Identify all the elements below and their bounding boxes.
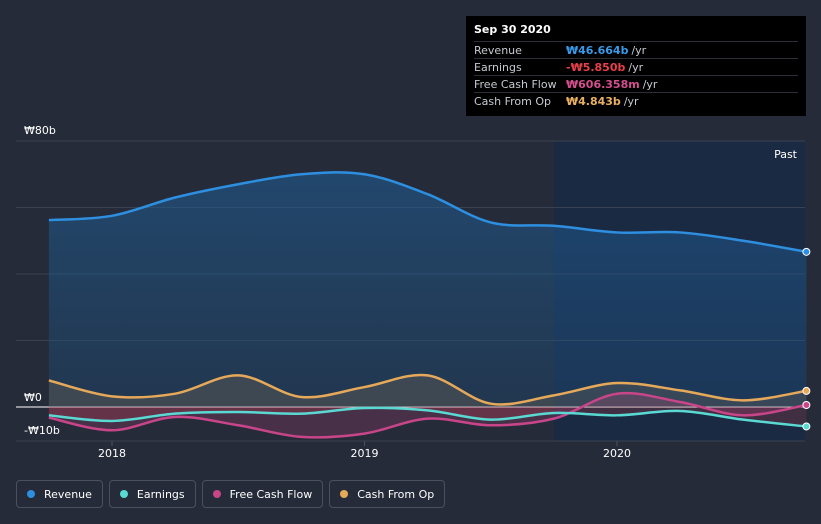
legend-label: Free Cash Flow xyxy=(229,487,313,501)
tooltip-row-earnings: Earnings -₩5.850b /yr xyxy=(474,58,798,75)
tooltip-value: ₩606.358m xyxy=(566,77,640,91)
y-tick-label-top: ₩80b xyxy=(24,124,56,137)
y-tick-label-zero: ₩0 xyxy=(24,391,42,404)
cash-from-op-dot-icon xyxy=(340,490,349,498)
y-tick-label-bottom: -₩10b xyxy=(24,424,60,437)
revenue-dot-icon xyxy=(27,490,35,498)
tooltip-row-free-cash-flow: Free Cash Flow ₩606.358m /yr xyxy=(474,75,798,92)
legend-label: Earnings xyxy=(136,487,185,501)
tooltip-unit: /yr xyxy=(623,94,639,108)
free-cash-flow-line xyxy=(48,391,807,439)
legend-item-earnings[interactable]: Earnings xyxy=(108,480,196,508)
tooltip-unit: /yr xyxy=(628,60,644,74)
cash-from-op-area xyxy=(48,374,807,407)
tooltip-label: Cash From Op xyxy=(474,94,552,108)
tooltip-value: ₩46.664b xyxy=(566,43,629,57)
tooltip-row-cash-from-op: Cash From Op ₩4.843b /yr xyxy=(474,92,798,109)
series-endpoints xyxy=(802,247,811,431)
cash-from-op-line xyxy=(48,373,807,406)
revenue-line xyxy=(48,171,807,254)
legend-item-cash-from-op[interactable]: Cash From Op xyxy=(329,480,446,508)
legend-label: Cash From Op xyxy=(357,487,435,501)
legend-label: Revenue xyxy=(44,487,92,501)
tooltip-label: Revenue xyxy=(474,43,522,57)
revenue-area xyxy=(48,172,807,407)
legend: Revenue Earnings Free Cash Flow Cash Fro… xyxy=(16,480,446,508)
past-label: Past xyxy=(774,148,797,161)
tooltip-label: Earnings xyxy=(474,60,522,74)
free-cash-flow-endpoint xyxy=(802,400,811,409)
tooltip-label: Free Cash Flow xyxy=(474,77,557,91)
earnings-dot-icon xyxy=(119,490,128,498)
tooltip-value: ₩4.843b xyxy=(566,94,621,108)
tooltip-value: -₩5.850b xyxy=(566,60,626,74)
legend-item-revenue[interactable]: Revenue xyxy=(16,480,103,508)
x-tick-label: 2019 xyxy=(351,447,379,460)
revenue-endpoint xyxy=(802,247,811,256)
tooltip-unit: /yr xyxy=(642,77,658,91)
x-axis-ticks: 2018 2019 2020 xyxy=(98,441,631,460)
tooltip: Sep 30 2020 Revenue ₩46.664b /yr Earning… xyxy=(466,16,806,116)
tooltip-unit: /yr xyxy=(631,43,647,57)
earnings-endpoint xyxy=(802,422,811,431)
free-cash-flow-dot-icon xyxy=(212,490,221,498)
x-tick-label: 2018 xyxy=(98,447,126,460)
series-lines xyxy=(48,171,807,439)
cash-from-op-endpoint xyxy=(802,386,811,395)
x-tick-label: 2020 xyxy=(603,447,631,460)
tooltip-row-revenue: Revenue ₩46.664b /yr xyxy=(474,41,798,58)
earnings-line xyxy=(48,406,807,428)
free-cash-flow-area xyxy=(48,393,807,438)
legend-item-free-cash-flow[interactable]: Free Cash Flow xyxy=(201,480,324,508)
tooltip-date: Sep 30 2020 xyxy=(474,23,551,36)
